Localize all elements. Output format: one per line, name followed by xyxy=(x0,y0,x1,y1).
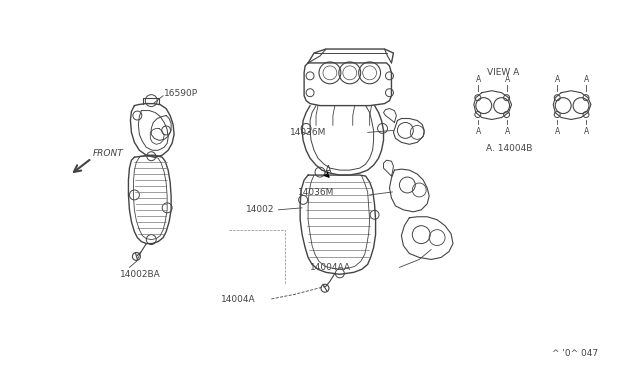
Text: 14036M: 14036M xyxy=(290,128,326,137)
Text: 14036M: 14036M xyxy=(298,189,335,198)
Text: A: A xyxy=(325,165,332,175)
Text: A: A xyxy=(584,127,589,136)
Text: 14004A: 14004A xyxy=(221,295,255,304)
Text: 16590P: 16590P xyxy=(164,89,198,98)
Text: A. 14004B: A. 14004B xyxy=(486,144,532,153)
Text: 14004AA: 14004AA xyxy=(310,263,351,272)
Text: ^ '0^ 047: ^ '0^ 047 xyxy=(552,349,598,358)
Text: A: A xyxy=(584,75,589,84)
Text: A: A xyxy=(476,127,481,136)
Text: 14002BA: 14002BA xyxy=(120,270,160,279)
Text: FRONT: FRONT xyxy=(93,149,124,158)
Text: A: A xyxy=(504,127,510,136)
Text: A: A xyxy=(556,75,561,84)
Text: A: A xyxy=(556,127,561,136)
Text: A: A xyxy=(504,75,510,84)
Text: VIEW A: VIEW A xyxy=(487,68,519,77)
Text: A: A xyxy=(476,75,481,84)
Text: 14002: 14002 xyxy=(246,205,274,214)
